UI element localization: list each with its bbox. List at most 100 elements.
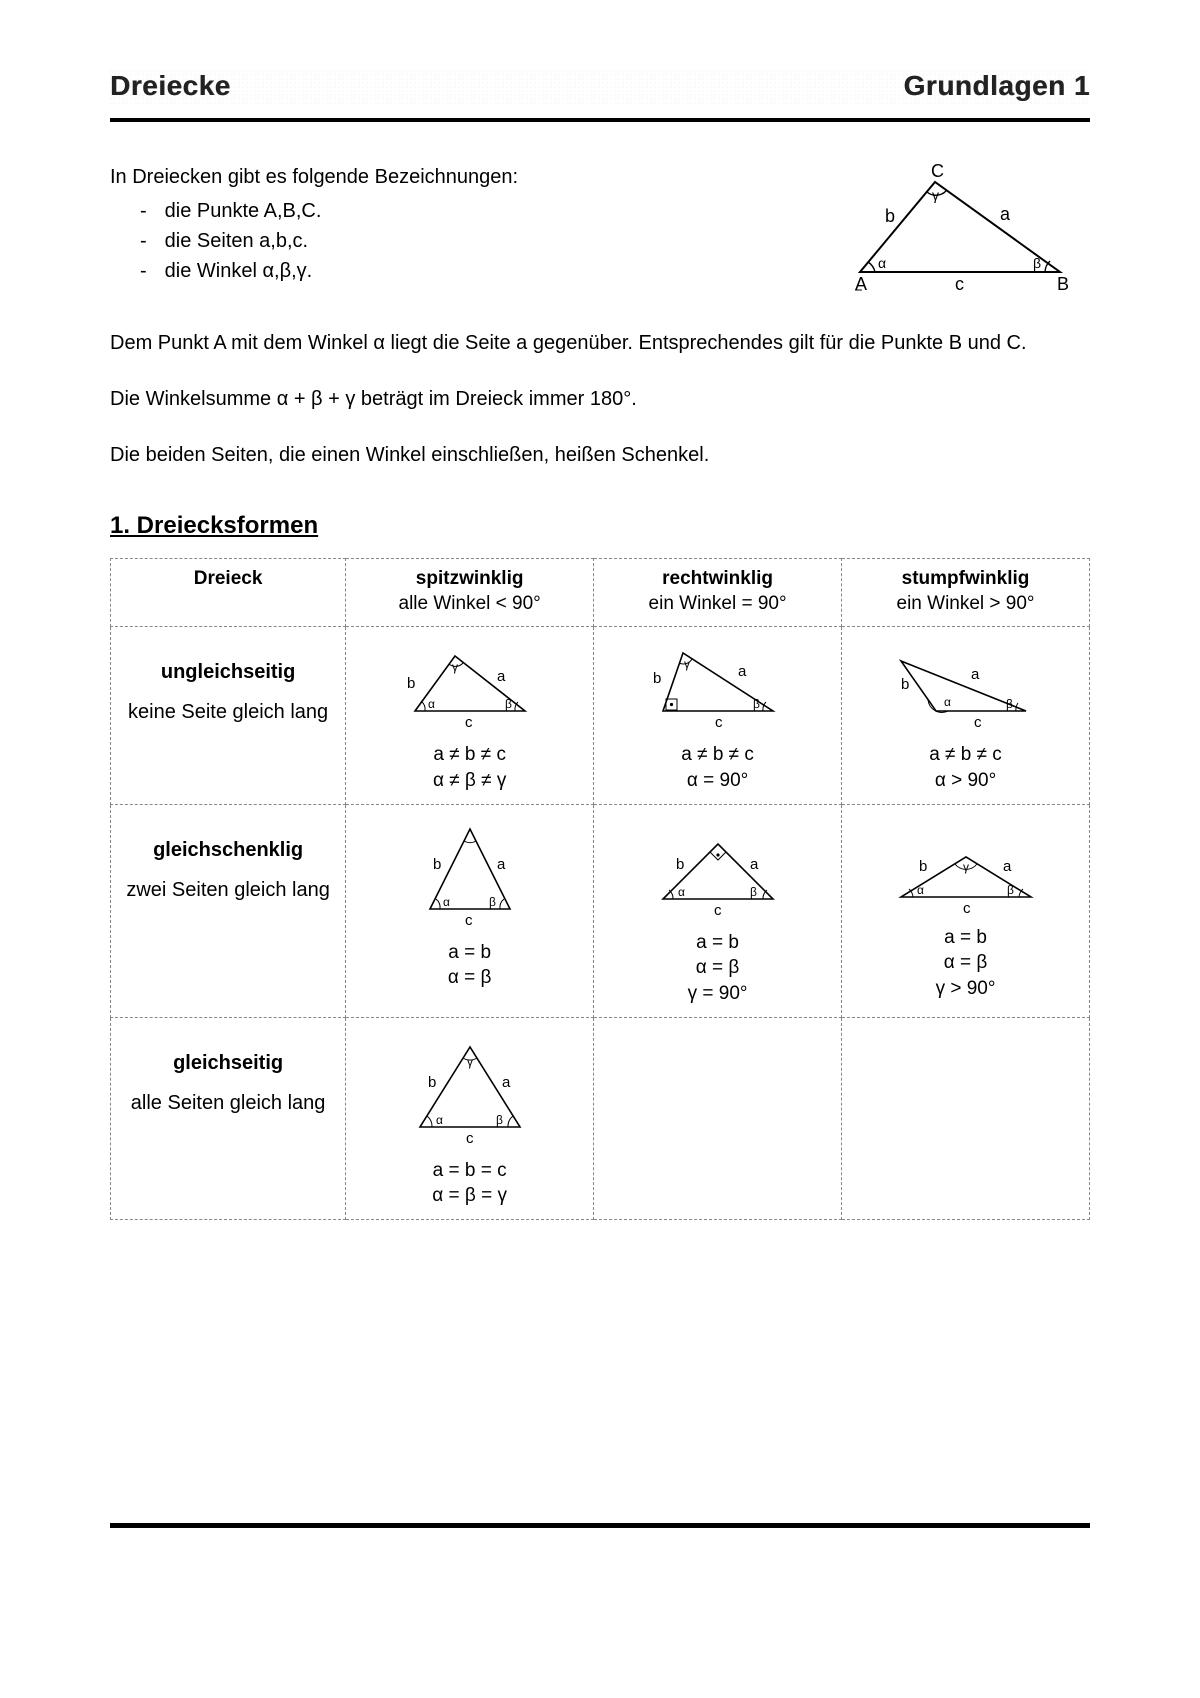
header: Dreiecke Grundlagen 1 [110,70,1090,116]
svg-text:α: α [443,895,450,909]
cell-iso-obtuse: b a c α β γ a = bα = βγ > 90° [842,804,1090,1017]
svg-text:B: B [1057,274,1069,294]
cell-formula: a ≠ b ≠ cα = 90° [600,742,835,793]
paragraph-3: Die beiden Seiten, die einen Winkel eins… [110,440,1090,470]
svg-text:c: c [955,274,964,294]
svg-text:c: c [465,912,473,929]
svg-text:α: α [917,883,924,897]
svg-text:c: c [974,714,982,731]
svg-text:b: b [901,676,909,693]
triangle-icon: b a c α β [638,819,798,919]
header-title-right: Grundlagen 1 [904,70,1090,102]
svg-text:c: c [715,714,723,731]
svg-text:γ: γ [467,1055,473,1069]
svg-text:b: b [428,1074,436,1091]
svg-text:c: c [963,900,971,914]
svg-text:β: β [753,697,760,711]
page: Dreiecke Grundlagen 1 In Dreiecken gibt … [0,0,1200,1698]
cell-equi-acute: b a c α β γ a = b = cα = β = γ [346,1017,594,1219]
triangle-icon: b a c α β γ [390,1032,550,1147]
section-title: 1. Dreiecksformen [110,512,1090,540]
svg-text:γ: γ [684,657,690,671]
svg-text:a: a [497,856,506,873]
table-row: gleichseitig alle Seiten gleich lang b a… [111,1017,1090,1219]
svg-text:β: β [489,895,496,909]
cell-formula: a ≠ b ≠ cα > 90° [848,742,1083,793]
svg-text:b: b [653,670,661,687]
svg-text:b: b [433,856,441,873]
svg-text:a: a [971,666,980,683]
footer-divider [110,1523,1090,1528]
paragraph-1: Dem Punkt A mit dem Winkel α liegt die S… [110,328,1090,358]
svg-text:c: c [466,1130,474,1147]
row-label-equilateral: gleichseitig alle Seiten gleich lang [111,1017,346,1219]
intro-text: In Dreiecken gibt es folgende Bezeichnun… [110,162,790,286]
intro-triangle-diagram: A B C b a c α β γ [830,162,1090,302]
table-row: ungleichseitig keine Seite gleich lang b… [111,627,1090,804]
intro-list-item: die Punkte A,B,C. [140,196,790,226]
svg-text:β: β [1007,883,1014,897]
triangle-forms-table: Dreieck spitzwinklig alle Winkel < 90° r… [110,558,1090,1220]
svg-text:α: α [878,255,886,271]
cell-formula: a = b = cα = β = γ [352,1158,587,1209]
cell-empty [594,1017,842,1219]
svg-text:A: A [855,274,867,294]
svg-text:c: c [465,714,473,731]
row-label-scalene: ungleichseitig keine Seite gleich lang [111,627,346,804]
svg-text:b: b [919,858,927,875]
triangle-icon: b a c α β γ [881,819,1051,914]
th-acute: spitzwinklig alle Winkel < 90° [346,559,594,627]
svg-text:γ: γ [963,860,969,874]
cell-empty [842,1017,1090,1219]
header-title-left: Dreiecke [110,70,231,102]
svg-text:b: b [885,206,895,226]
svg-text:α: α [944,695,951,709]
triangle-icon: b a c α β γ [395,641,545,731]
cell-formula: a = bα = βγ = 90° [600,930,835,1007]
svg-text:β: β [505,697,512,711]
cell-scalene-obtuse: b a c α β a ≠ b ≠ cα > 90° [842,627,1090,804]
svg-text:a: a [502,1074,511,1091]
svg-text:a: a [738,663,747,680]
svg-text:α: α [678,885,685,899]
triangle-icon: A B C b a c α β γ [835,162,1085,297]
svg-text:a: a [1003,858,1012,875]
triangle-icon: b a c β γ [643,641,793,731]
th-obtuse: stumpfwinklig ein Winkel > 90° [842,559,1090,627]
intro-list-item: die Seiten a,b,c. [140,226,790,256]
svg-text:b: b [676,856,684,873]
svg-text:α: α [436,1113,443,1127]
intro-list-item: die Winkel α,β,γ. [140,256,790,286]
svg-text:γ: γ [932,187,939,203]
cell-scalene-acute: b a c α β γ a ≠ b ≠ cα ≠ β ≠ γ [346,627,594,804]
svg-text:β: β [1006,697,1013,711]
svg-text:C: C [931,162,944,181]
th-dreieck: Dreieck [111,559,346,627]
cell-scalene-right: b a c β γ a ≠ b ≠ cα = 90° [594,627,842,804]
cell-iso-acute: b a c α β a = bα = β [346,804,594,1017]
svg-text:c: c [714,902,722,919]
table-header-row: Dreieck spitzwinklig alle Winkel < 90° r… [111,559,1090,627]
paragraph-2: Die Winkelsumme α + β + γ beträgt im Dre… [110,384,1090,414]
svg-text:γ: γ [452,660,458,674]
svg-text:a: a [497,668,506,685]
svg-text:β: β [1033,255,1041,271]
cell-formula: a = bα = β [352,940,587,991]
cell-formula: a ≠ b ≠ cα ≠ β ≠ γ [352,742,587,793]
svg-text:β: β [496,1113,503,1127]
row-label-isosceles: gleichschenklig zwei Seiten gleich lang [111,804,346,1017]
th-right: rechtwinklig ein Winkel = 90° [594,559,842,627]
svg-text:β: β [750,885,757,899]
svg-text:b: b [407,675,415,692]
intro-lead: In Dreiecken gibt es folgende Bezeichnun… [110,162,790,192]
intro-list: die Punkte A,B,C. die Seiten a,b,c. die … [110,196,790,286]
triangle-icon: b a c α β [886,641,1046,731]
cell-iso-right: b a c α β a = bα = βγ = 90° [594,804,842,1017]
table-row: gleichschenklig zwei Seiten gleich lang … [111,804,1090,1017]
svg-text:a: a [750,856,759,873]
svg-text:a: a [1000,204,1011,224]
header-divider [110,118,1090,122]
intro-block: In Dreiecken gibt es folgende Bezeichnun… [110,162,1090,302]
svg-text:α: α [428,697,435,711]
triangle-icon: b a c α β [395,819,545,929]
